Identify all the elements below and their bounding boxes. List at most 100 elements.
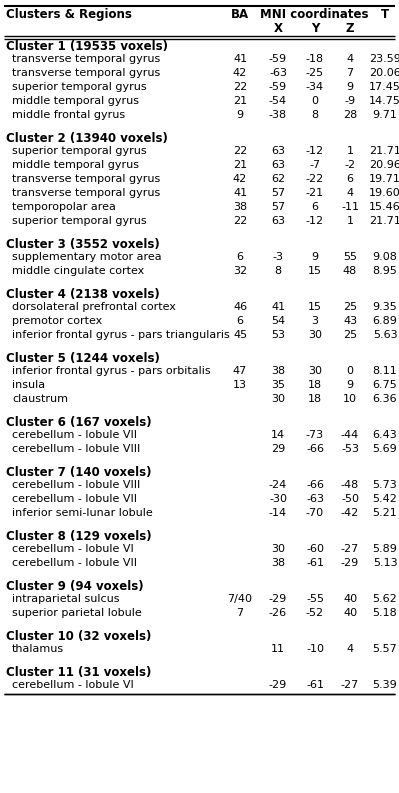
Text: 41: 41 bbox=[271, 302, 285, 312]
Text: 25: 25 bbox=[343, 330, 357, 340]
Text: superior temporal gyrus: superior temporal gyrus bbox=[12, 216, 146, 226]
Text: -61: -61 bbox=[306, 558, 324, 568]
Text: transverse temporal gyrus: transverse temporal gyrus bbox=[12, 54, 160, 64]
Text: 15: 15 bbox=[308, 266, 322, 276]
Text: 14.75: 14.75 bbox=[369, 96, 399, 106]
Text: 21: 21 bbox=[233, 160, 247, 170]
Text: -12: -12 bbox=[306, 146, 324, 156]
Text: middle cingulate cortex: middle cingulate cortex bbox=[12, 266, 144, 276]
Text: -27: -27 bbox=[341, 680, 359, 690]
Text: 63: 63 bbox=[271, 160, 285, 170]
Text: Cluster 2 (13940 voxels): Cluster 2 (13940 voxels) bbox=[6, 132, 168, 145]
Text: 17.45: 17.45 bbox=[369, 82, 399, 92]
Text: -66: -66 bbox=[306, 444, 324, 454]
Text: -70: -70 bbox=[306, 508, 324, 518]
Text: -11: -11 bbox=[341, 202, 359, 212]
Text: transverse temporal gyrus: transverse temporal gyrus bbox=[12, 188, 160, 198]
Text: Y: Y bbox=[311, 22, 319, 35]
Text: -53: -53 bbox=[341, 444, 359, 454]
Text: 54: 54 bbox=[271, 316, 285, 326]
Text: -10: -10 bbox=[306, 644, 324, 654]
Text: X: X bbox=[273, 22, 282, 35]
Text: 7: 7 bbox=[346, 68, 354, 78]
Text: -44: -44 bbox=[341, 430, 359, 440]
Text: 7/40: 7/40 bbox=[227, 594, 253, 604]
Text: 43: 43 bbox=[343, 316, 357, 326]
Text: 8.11: 8.11 bbox=[373, 366, 397, 376]
Text: -59: -59 bbox=[269, 54, 287, 64]
Text: 21.71: 21.71 bbox=[369, 216, 399, 226]
Text: 6: 6 bbox=[237, 316, 243, 326]
Text: 14: 14 bbox=[271, 430, 285, 440]
Text: -7: -7 bbox=[310, 160, 320, 170]
Text: BA: BA bbox=[231, 8, 249, 21]
Text: 55: 55 bbox=[343, 252, 357, 262]
Text: insula: insula bbox=[12, 380, 45, 390]
Text: 29: 29 bbox=[271, 444, 285, 454]
Text: inferior semi-lunar lobule: inferior semi-lunar lobule bbox=[12, 508, 153, 518]
Text: 20.06: 20.06 bbox=[369, 68, 399, 78]
Text: 5.89: 5.89 bbox=[373, 544, 397, 554]
Text: premotor cortex: premotor cortex bbox=[12, 316, 102, 326]
Text: -66: -66 bbox=[306, 480, 324, 490]
Text: inferior frontal gyrus - pars triangularis: inferior frontal gyrus - pars triangular… bbox=[12, 330, 230, 340]
Text: middle temporal gyrus: middle temporal gyrus bbox=[12, 160, 139, 170]
Text: 32: 32 bbox=[233, 266, 247, 276]
Text: Cluster 8 (129 voxels): Cluster 8 (129 voxels) bbox=[6, 530, 152, 543]
Text: 5.69: 5.69 bbox=[373, 444, 397, 454]
Text: 42: 42 bbox=[233, 174, 247, 184]
Text: cerebellum - lobule VI: cerebellum - lobule VI bbox=[12, 544, 134, 554]
Text: -50: -50 bbox=[341, 494, 359, 504]
Text: -12: -12 bbox=[306, 216, 324, 226]
Text: 5.18: 5.18 bbox=[373, 608, 397, 618]
Text: Cluster 7 (140 voxels): Cluster 7 (140 voxels) bbox=[6, 466, 152, 479]
Text: 5.21: 5.21 bbox=[373, 508, 397, 518]
Text: 57: 57 bbox=[271, 202, 285, 212]
Text: 7: 7 bbox=[237, 608, 243, 618]
Text: -22: -22 bbox=[306, 174, 324, 184]
Text: -29: -29 bbox=[269, 594, 287, 604]
Text: 42: 42 bbox=[233, 68, 247, 78]
Text: 5.63: 5.63 bbox=[373, 330, 397, 340]
Text: 62: 62 bbox=[271, 174, 285, 184]
Text: 23.59: 23.59 bbox=[369, 54, 399, 64]
Text: -14: -14 bbox=[269, 508, 287, 518]
Text: supplementary motor area: supplementary motor area bbox=[12, 252, 162, 262]
Text: -54: -54 bbox=[269, 96, 287, 106]
Text: 48: 48 bbox=[343, 266, 357, 276]
Text: Cluster 10 (32 voxels): Cluster 10 (32 voxels) bbox=[6, 630, 151, 643]
Text: 9: 9 bbox=[346, 82, 354, 92]
Text: 41: 41 bbox=[233, 54, 247, 64]
Text: -63: -63 bbox=[306, 494, 324, 504]
Text: 28: 28 bbox=[343, 110, 357, 120]
Text: 3: 3 bbox=[312, 316, 318, 326]
Text: 5.13: 5.13 bbox=[373, 558, 397, 568]
Text: cerebellum - lobule VII: cerebellum - lobule VII bbox=[12, 494, 137, 504]
Text: 45: 45 bbox=[233, 330, 247, 340]
Text: -61: -61 bbox=[306, 680, 324, 690]
Text: 9.08: 9.08 bbox=[373, 252, 397, 262]
Text: 1: 1 bbox=[346, 216, 354, 226]
Text: 22: 22 bbox=[233, 216, 247, 226]
Text: 38: 38 bbox=[233, 202, 247, 212]
Text: MNI coordinates: MNI coordinates bbox=[260, 8, 368, 21]
Text: -26: -26 bbox=[269, 608, 287, 618]
Text: 19.60: 19.60 bbox=[369, 188, 399, 198]
Text: -21: -21 bbox=[306, 188, 324, 198]
Text: 13: 13 bbox=[233, 380, 247, 390]
Text: 9: 9 bbox=[237, 110, 243, 120]
Text: -73: -73 bbox=[306, 430, 324, 440]
Text: 18: 18 bbox=[308, 394, 322, 404]
Text: 21.71: 21.71 bbox=[369, 146, 399, 156]
Text: inferior frontal gyrus - pars orbitalis: inferior frontal gyrus - pars orbitalis bbox=[12, 366, 211, 376]
Text: 20.96: 20.96 bbox=[369, 160, 399, 170]
Text: 30: 30 bbox=[271, 544, 285, 554]
Text: 5.57: 5.57 bbox=[373, 644, 397, 654]
Text: -38: -38 bbox=[269, 110, 287, 120]
Text: 5.39: 5.39 bbox=[373, 680, 397, 690]
Text: Cluster 11 (31 voxels): Cluster 11 (31 voxels) bbox=[6, 666, 151, 679]
Text: -42: -42 bbox=[341, 508, 359, 518]
Text: 5.73: 5.73 bbox=[373, 480, 397, 490]
Text: 11: 11 bbox=[271, 644, 285, 654]
Text: 15.46: 15.46 bbox=[369, 202, 399, 212]
